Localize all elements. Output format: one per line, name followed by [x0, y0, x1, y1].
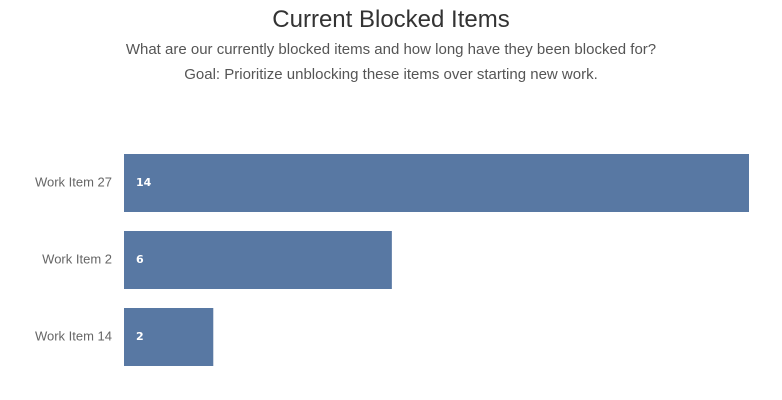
category-label: Work Item 14 [35, 328, 112, 343]
chart-title: Current Blocked Items [272, 6, 510, 33]
chart-subtitle-line-1: What are our currently blocked items and… [125, 41, 657, 58]
bar[interactable] [124, 154, 749, 212]
category-label: Work Item 27 [35, 174, 112, 189]
bar[interactable] [124, 231, 392, 289]
bar[interactable] [124, 308, 214, 366]
bar-group: Work Item 14 2 [35, 308, 214, 366]
data-label: 2 [136, 330, 144, 343]
data-label: 6 [136, 253, 144, 266]
chart-subtitle-line-2: Goal: Prioritize unblocking these items … [184, 66, 598, 83]
bar-group: Work Item 2 6 [42, 231, 392, 289]
bar-group: Work Item 27 14 [35, 154, 749, 212]
category-label: Work Item 2 [42, 251, 112, 266]
data-label: 14 [136, 176, 152, 189]
